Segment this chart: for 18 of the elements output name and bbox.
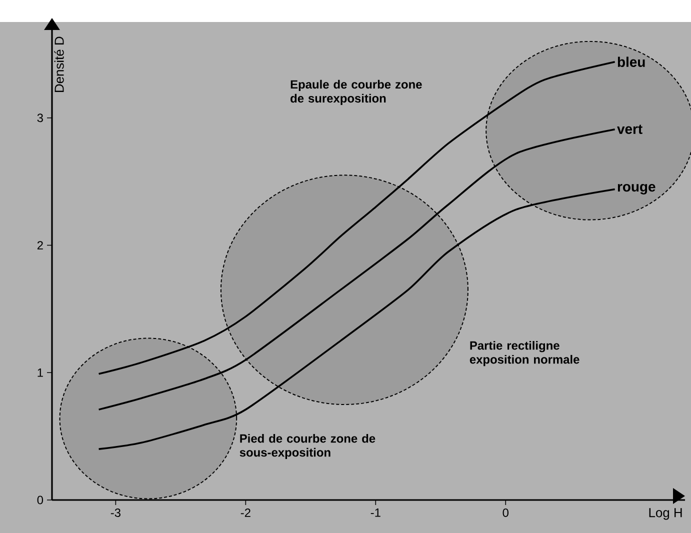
annotation: Epaule de courbe zone de surexposition [290, 80, 422, 105]
series-label: bleu [618, 56, 645, 67]
y-tick-label: 0 [37, 496, 44, 504]
y-tick-label: 1 [38, 368, 43, 377]
y-tick-label: 2 [37, 241, 43, 250]
y-axis-title: Densité D [54, 36, 64, 92]
x-tick-label: -1 [370, 508, 380, 517]
x-tick-label: 0 [502, 508, 508, 517]
annotation: Pied de courbe zone de sous-exposition [240, 434, 376, 460]
x-tick-label: -3 [110, 508, 120, 517]
x-tick-label: -2 [240, 508, 250, 517]
line-series [98, 60, 616, 375]
line-series [98, 128, 616, 410]
series-label: rouge [618, 184, 656, 194]
y-tick-label: 3 [37, 114, 43, 122]
series-label: vert [617, 124, 642, 134]
annotation: Partie rectiligne exposition normale [470, 340, 580, 366]
x-axis-title: Log H [649, 508, 682, 520]
